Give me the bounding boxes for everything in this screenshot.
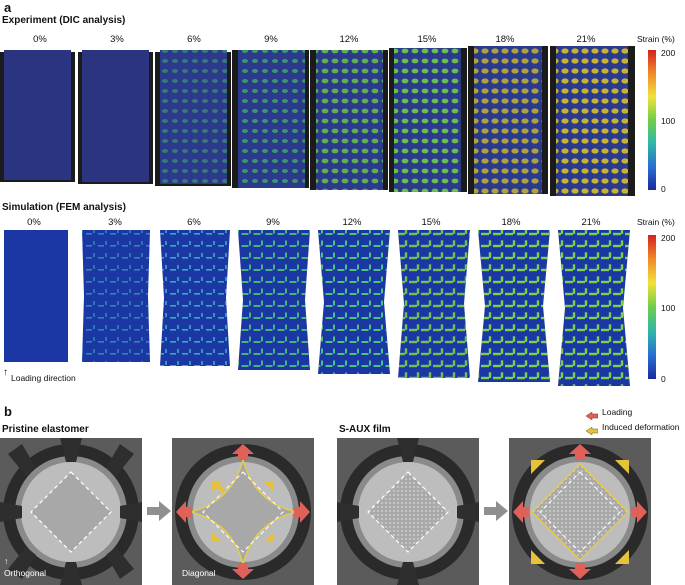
dic-frame-3 <box>78 50 153 184</box>
transition-arrow-icon-1 <box>147 500 171 527</box>
sim-colorbar <box>648 235 656 379</box>
orthogonal-label: Orthogonal <box>4 568 47 578</box>
transition-arrow-icon-2 <box>484 500 508 527</box>
saux-after-photo <box>509 438 651 585</box>
orthogonal-axes-icon: ↑ <box>4 556 9 566</box>
dic-frame-15 <box>389 48 467 192</box>
induced-legend-label: Induced deformation <box>602 422 680 432</box>
sim-label-21: 21% <box>581 217 601 228</box>
induced-legend-icon <box>585 422 599 436</box>
sim-tick-0: 0 <box>661 374 666 384</box>
pristine-title: Pristine elastomer <box>2 424 89 435</box>
sim-label-15: 15% <box>421 217 441 228</box>
loading-direction-label: Loading direction <box>11 373 76 383</box>
exp-label-3: 3% <box>110 34 124 45</box>
exp-colorbar <box>648 50 656 190</box>
dic-frame-12 <box>310 50 388 190</box>
exp-label-0: 0% <box>33 34 47 45</box>
fem-frame-18 <box>478 230 550 382</box>
dic-frame-6 <box>155 50 231 186</box>
exp-tick-200: 200 <box>661 48 676 58</box>
loading-direction-arrow-icon: ↑ <box>3 367 8 378</box>
loading-legend-icon <box>585 407 599 421</box>
fem-frame-12 <box>318 230 390 374</box>
sim-label-12: 12% <box>342 217 362 228</box>
fem-frame-0 <box>4 230 68 362</box>
exp-label-15: 15% <box>417 34 437 45</box>
sim-label-9: 9% <box>266 217 280 228</box>
exp-label-12: 12% <box>339 34 359 45</box>
fem-frame-6 <box>160 230 230 366</box>
fem-frame-3 <box>82 230 150 362</box>
exp-tick-100: 100 <box>661 116 676 126</box>
saux-before-photo <box>337 438 479 585</box>
sim-label-18: 18% <box>501 217 521 228</box>
sim-label-0: 0% <box>27 217 41 228</box>
exp-label-21: 21% <box>576 34 596 45</box>
loading-legend-label: Loading <box>602 407 633 417</box>
fem-frame-15 <box>398 230 470 378</box>
exp-label-18: 18% <box>495 34 515 45</box>
dic-frame-0 <box>0 50 75 182</box>
sim-tick-200: 200 <box>661 233 676 243</box>
fem-frame-21 <box>558 230 630 386</box>
exp-label-9: 9% <box>264 34 278 45</box>
exp-tick-0: 0 <box>661 184 666 194</box>
dic-frame-9 <box>232 50 309 188</box>
saux-title: S-AUX film <box>339 424 391 435</box>
experiment-title: Experiment (DIC analysis) <box>2 15 126 26</box>
dic-frame-21 <box>550 46 635 196</box>
pristine-after-photo <box>172 438 314 585</box>
sim-label-6: 6% <box>187 217 201 228</box>
sim-tick-100: 100 <box>661 303 676 313</box>
sim-label-3: 3% <box>108 217 122 228</box>
panel-b-letter: b <box>4 404 12 419</box>
exp-legend-title: Strain (%) <box>637 34 675 44</box>
fem-frame-9 <box>238 230 310 370</box>
panel-a-letter: a <box>4 0 12 15</box>
dic-frame-18 <box>468 46 548 194</box>
pristine-before-photo <box>0 438 142 585</box>
diagonal-label: Diagonal <box>182 568 216 578</box>
exp-label-6: 6% <box>187 34 201 45</box>
simulation-title: Simulation (FEM analysis) <box>2 202 126 213</box>
fem-images <box>4 230 630 386</box>
sim-legend-title: Strain (%) <box>637 217 675 227</box>
dic-images <box>0 46 635 196</box>
